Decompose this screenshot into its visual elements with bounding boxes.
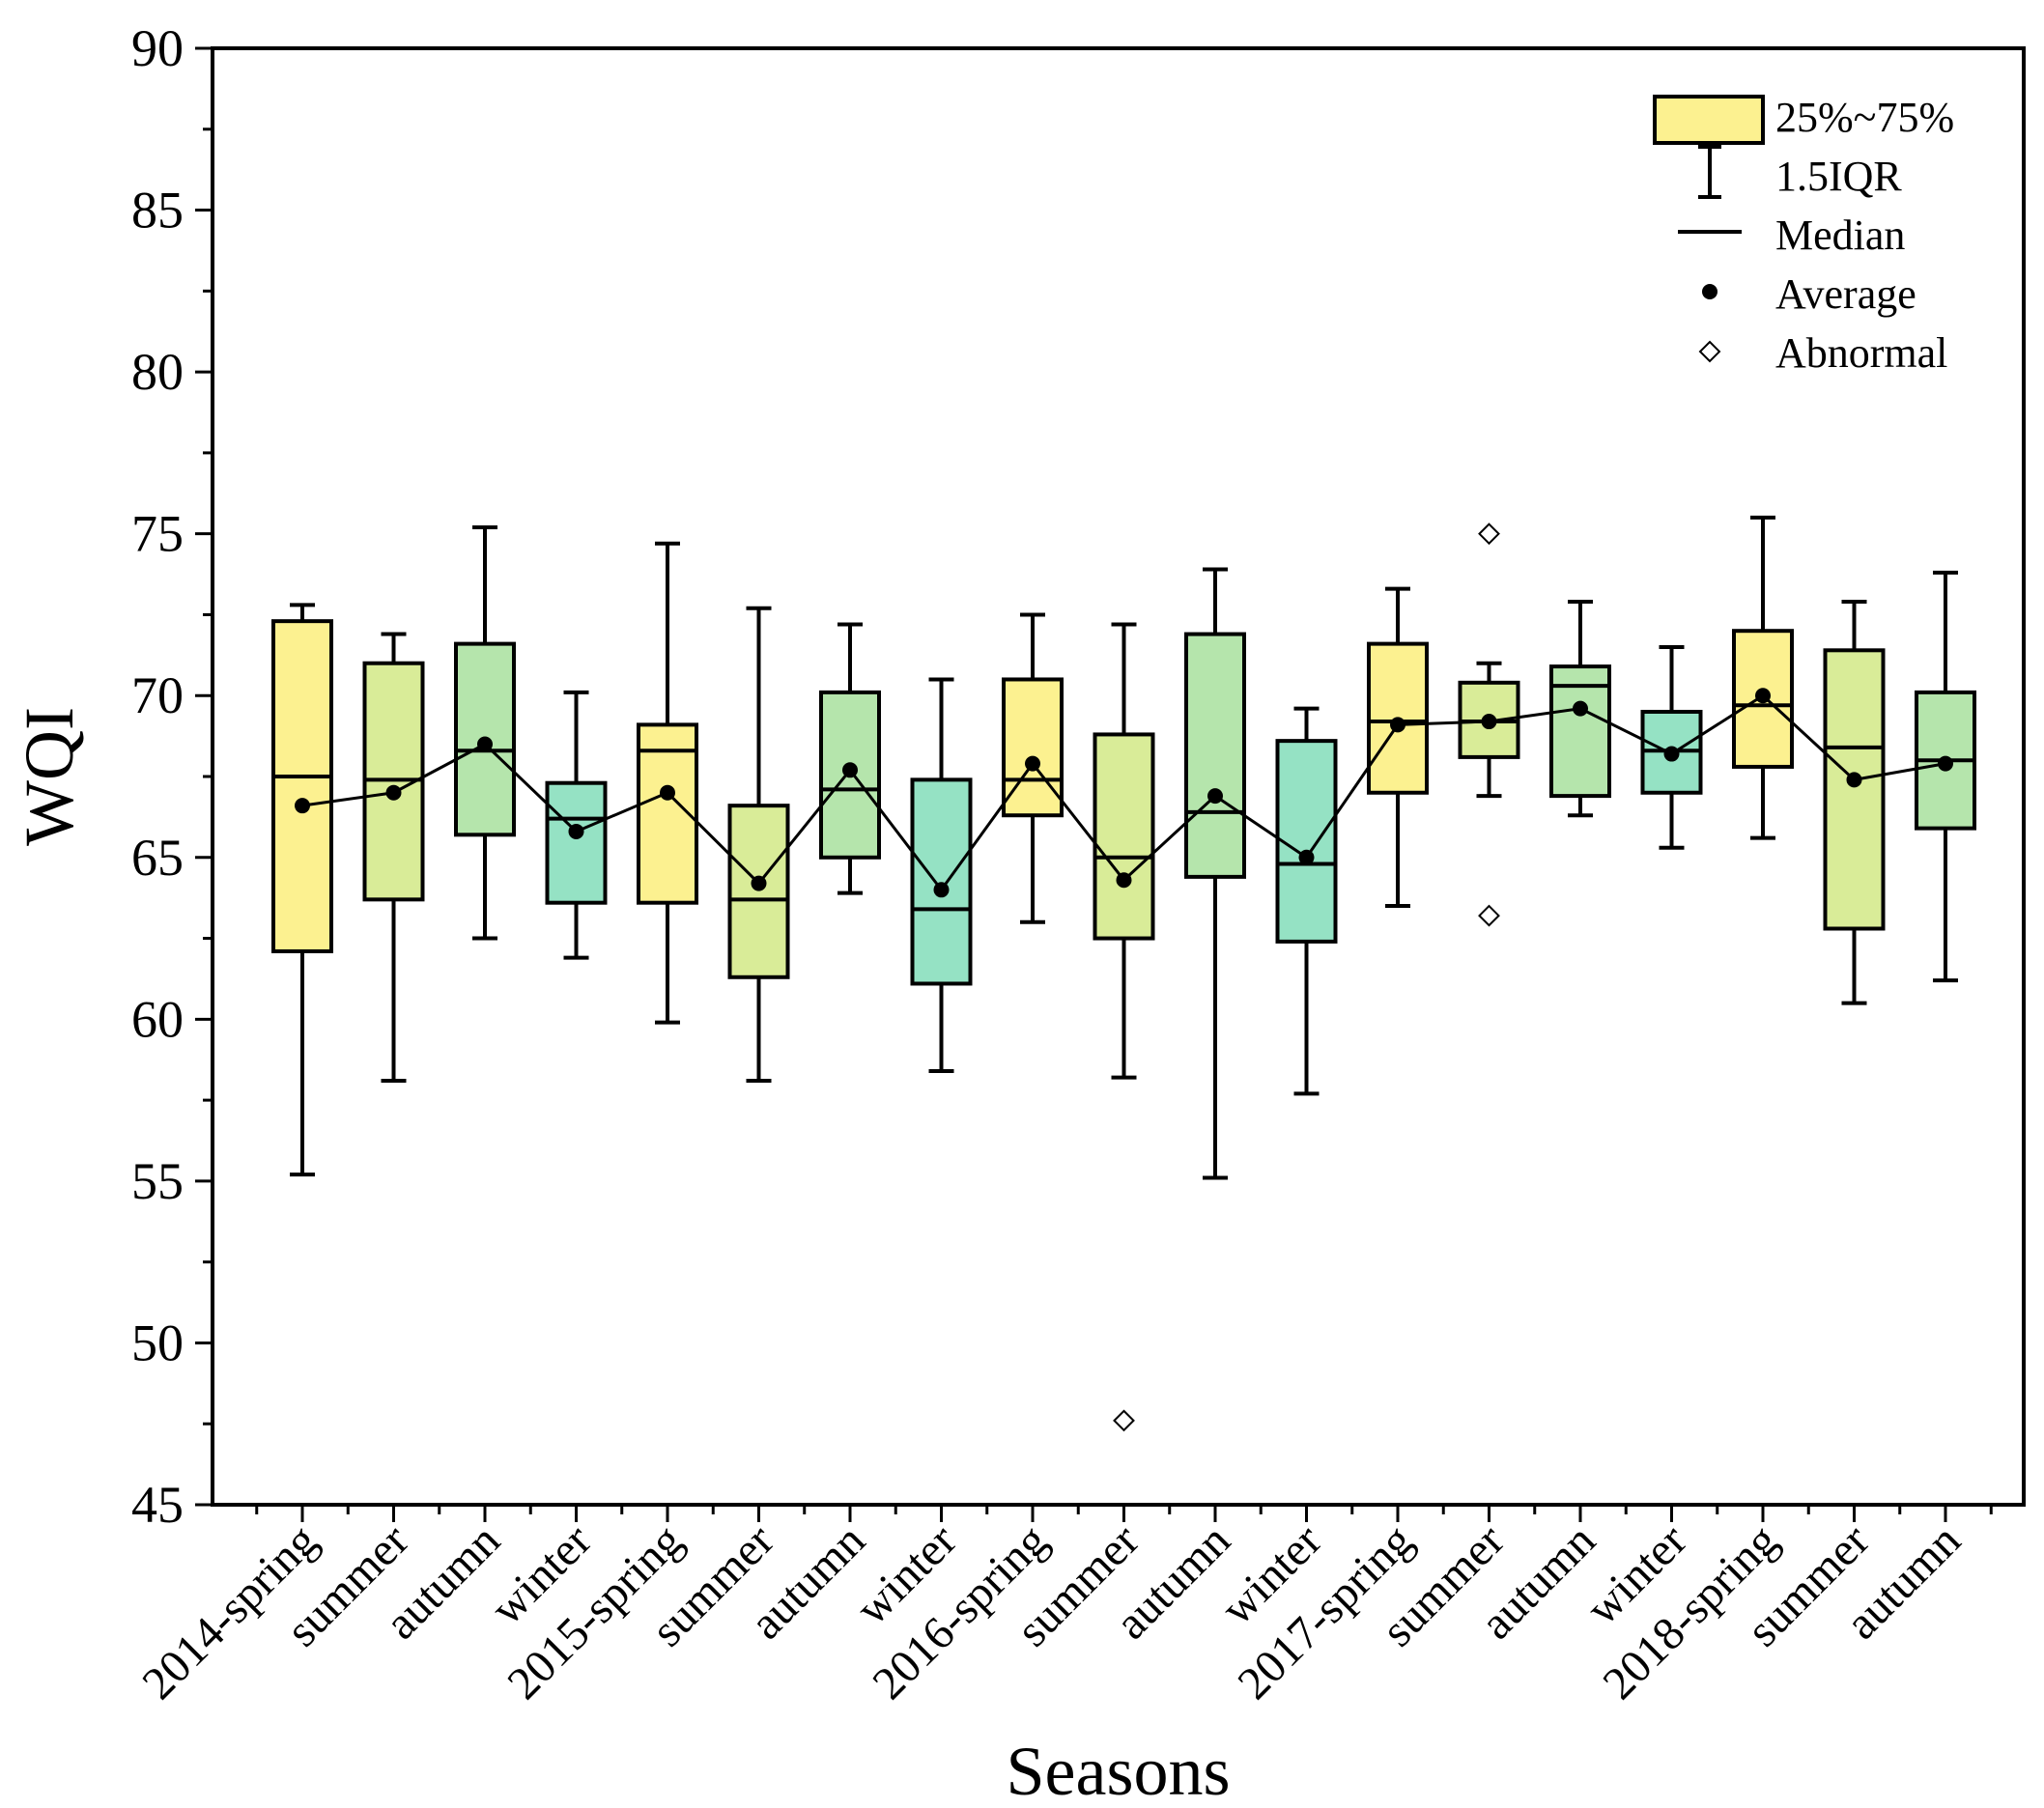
mean-point <box>1298 849 1315 865</box>
legend-label: Abnormal <box>1775 329 1947 377</box>
box-group <box>1823 600 1886 1005</box>
mean-point <box>385 784 402 801</box>
iqr-box <box>545 780 608 905</box>
box-group <box>1915 570 1976 983</box>
mean-point <box>660 784 675 801</box>
mean-point <box>1207 788 1223 805</box>
box-group <box>727 606 790 1084</box>
y-tick-label: 70 <box>131 666 184 724</box>
box-group <box>637 541 698 1025</box>
mean-point <box>568 823 584 839</box>
box-group <box>454 524 516 941</box>
y-axis: 45 50 55 60 65 70 75 80 85 90 <box>131 19 213 1534</box>
box-group <box>1275 706 1338 1096</box>
mean-point <box>842 762 858 778</box>
iqr-box <box>1275 739 1338 944</box>
boxes-layer <box>271 515 1976 1432</box>
iqr-box <box>271 619 333 953</box>
legend-label: Average <box>1775 270 1916 318</box>
box-group <box>1549 600 1611 818</box>
outlier-point <box>1478 523 1500 546</box>
mean-point <box>751 875 767 891</box>
mean-line-layer <box>295 688 1953 898</box>
legend-label: Median <box>1775 212 1905 259</box>
mean-point <box>1755 688 1771 704</box>
legend: 25%~75% 1.5IQR Median Average Abnormal <box>1653 94 1954 377</box>
mean-point <box>1573 700 1588 717</box>
y-tick-label: 50 <box>131 1314 184 1371</box>
mean-point <box>1663 746 1680 762</box>
y-tick-label: 65 <box>131 829 184 887</box>
iqr-box <box>1549 664 1611 799</box>
box-group <box>1458 523 1520 927</box>
box-group <box>271 603 333 1177</box>
box-group <box>819 622 881 895</box>
outlier-point <box>1113 1409 1135 1432</box>
legend-label: 25%~75% <box>1775 94 1954 141</box>
y-tick-label: 85 <box>131 182 184 240</box>
box-group <box>362 632 425 1084</box>
y-tick-label: 55 <box>131 1152 184 1210</box>
mean-point <box>1116 872 1132 889</box>
legend-label: 1.5IQR <box>1775 153 1902 200</box>
box-group <box>1732 515 1794 840</box>
mean-point <box>1390 717 1405 733</box>
box-group <box>1093 622 1155 1432</box>
x-axis-title: Seasons <box>1007 1733 1231 1808</box>
iqr-box <box>1823 648 1886 931</box>
mean-point <box>1846 772 1862 788</box>
legend-abnormal-swatch <box>1698 340 1721 363</box>
mean-point <box>1481 714 1497 730</box>
x-axis: 2014-springsummerautumnwinter2015-spring… <box>132 1505 1993 1709</box>
iqr-box <box>727 804 790 979</box>
mean-point <box>477 736 493 752</box>
mean-point <box>1025 755 1040 772</box>
legend-box-swatch <box>1653 95 1765 145</box>
y-axis-title: WQI <box>11 707 88 846</box>
y-tick-label: 75 <box>131 505 184 563</box>
y-tick-label: 60 <box>131 990 184 1048</box>
mean-point <box>933 882 950 898</box>
mean-point <box>1938 755 1953 772</box>
iqr-box <box>1093 732 1155 941</box>
box-group <box>545 690 608 960</box>
box-group <box>910 677 973 1073</box>
y-tick-label: 90 <box>131 19 184 77</box>
iqr-box <box>1002 677 1064 818</box>
outlier-point <box>1478 904 1500 927</box>
box-group <box>1184 567 1246 1180</box>
iqr-box <box>1184 632 1246 879</box>
mean-point <box>295 798 310 814</box>
legend-average-swatch <box>1702 284 1718 299</box>
box-group <box>1367 586 1429 909</box>
iqr-box <box>910 777 973 986</box>
y-tick-label: 45 <box>131 1476 184 1534</box>
y-tick-label: 80 <box>131 343 184 401</box>
